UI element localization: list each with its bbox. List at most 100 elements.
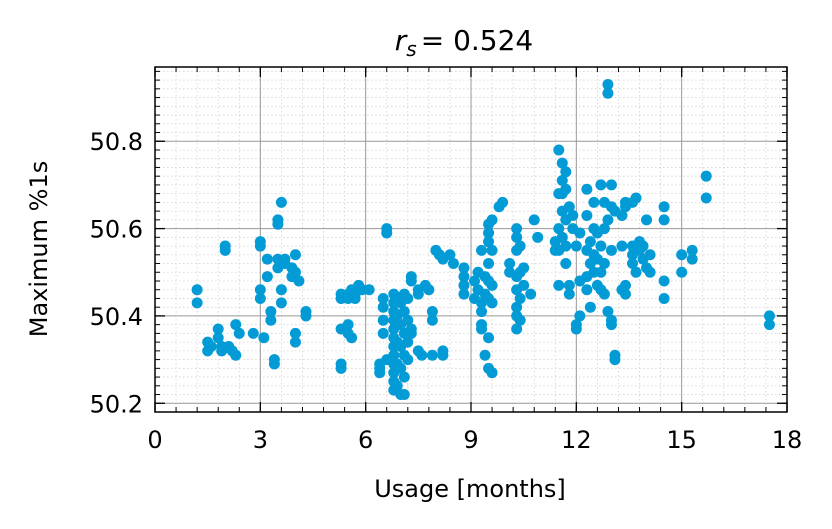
x-tick-label: 3 xyxy=(253,426,268,454)
title-symbol: r xyxy=(395,24,408,57)
data-point xyxy=(605,244,617,256)
data-point xyxy=(556,157,568,169)
data-point xyxy=(212,332,224,344)
data-point xyxy=(560,183,572,195)
data-point xyxy=(563,288,575,300)
data-point xyxy=(230,349,242,361)
data-point xyxy=(483,236,495,248)
data-point xyxy=(595,266,607,278)
x-tick-label: 0 xyxy=(147,426,162,454)
data-point xyxy=(346,332,358,344)
data-point xyxy=(265,306,277,318)
data-point xyxy=(598,223,610,235)
data-point xyxy=(377,292,389,304)
data-point xyxy=(658,292,670,304)
data-point xyxy=(395,362,407,374)
data-point xyxy=(412,288,424,300)
data-point xyxy=(598,288,610,300)
data-point xyxy=(402,314,414,326)
chart-title: rs = 0.524 xyxy=(395,24,533,61)
data-point xyxy=(289,249,301,261)
data-point xyxy=(486,279,498,291)
x-tick-labels: 0 3 6 9 12 15 18 xyxy=(147,426,802,454)
data-point xyxy=(644,249,656,261)
data-point xyxy=(658,214,670,226)
data-point xyxy=(602,306,614,318)
data-point xyxy=(458,262,470,274)
data-point xyxy=(486,244,498,256)
data-point xyxy=(374,367,386,379)
data-point xyxy=(511,223,523,235)
data-point xyxy=(504,258,516,270)
y-tick-labels: 50.2 50.4 50.6 50.8 xyxy=(90,128,143,418)
data-point xyxy=(560,258,572,270)
data-point xyxy=(514,314,526,326)
data-point xyxy=(553,223,565,235)
data-point xyxy=(605,179,617,191)
data-point xyxy=(458,271,470,283)
data-point xyxy=(476,306,488,318)
data-point xyxy=(581,183,593,195)
data-point xyxy=(588,196,600,208)
data-point xyxy=(700,170,712,182)
data-point xyxy=(426,314,438,326)
data-point xyxy=(402,292,414,304)
data-point xyxy=(426,306,438,318)
title-value: = 0.524 xyxy=(421,24,534,57)
data-point xyxy=(486,297,498,309)
data-point xyxy=(289,336,301,348)
data-point xyxy=(630,192,642,204)
data-point xyxy=(637,240,649,252)
data-point xyxy=(349,292,361,304)
data-point xyxy=(511,301,523,313)
x-tick-label: 6 xyxy=(358,426,373,454)
data-point xyxy=(560,240,572,252)
data-point xyxy=(398,389,410,401)
data-point xyxy=(619,279,631,291)
data-point xyxy=(486,367,498,379)
data-point xyxy=(556,231,568,243)
data-point xyxy=(476,244,488,256)
data-point xyxy=(479,349,491,361)
data-point xyxy=(763,319,775,331)
data-point xyxy=(402,354,414,366)
data-point xyxy=(602,214,614,226)
data-point xyxy=(437,349,449,361)
data-point xyxy=(483,332,495,344)
data-point xyxy=(514,240,526,252)
data-point xyxy=(398,371,410,383)
data-point xyxy=(469,275,481,287)
data-point xyxy=(483,258,495,270)
data-point xyxy=(514,292,526,304)
x-tick-label: 15 xyxy=(666,426,697,454)
data-point xyxy=(342,319,354,331)
data-point xyxy=(570,240,582,252)
x-tick-label: 9 xyxy=(463,426,478,454)
data-point xyxy=(763,310,775,322)
data-point xyxy=(258,332,270,344)
data-point xyxy=(458,279,470,291)
data-point xyxy=(556,175,568,187)
data-point xyxy=(553,279,565,291)
data-point xyxy=(275,284,287,296)
data-point xyxy=(230,319,242,331)
data-point xyxy=(602,78,614,90)
x-tick-label: 18 xyxy=(772,426,803,454)
data-point xyxy=(567,209,579,221)
data-point xyxy=(289,327,301,339)
data-point xyxy=(377,301,389,313)
data-point xyxy=(398,306,410,318)
data-point xyxy=(416,349,428,361)
data-point xyxy=(609,354,621,366)
data-points xyxy=(191,78,775,401)
data-point xyxy=(405,327,417,339)
data-point xyxy=(191,297,203,309)
data-point xyxy=(486,214,498,226)
data-point xyxy=(402,336,414,348)
data-point xyxy=(275,297,287,309)
data-point xyxy=(525,288,537,300)
x-tick-label: 12 xyxy=(561,426,592,454)
data-point xyxy=(630,266,642,278)
data-point xyxy=(275,196,287,208)
data-point xyxy=(627,258,639,270)
